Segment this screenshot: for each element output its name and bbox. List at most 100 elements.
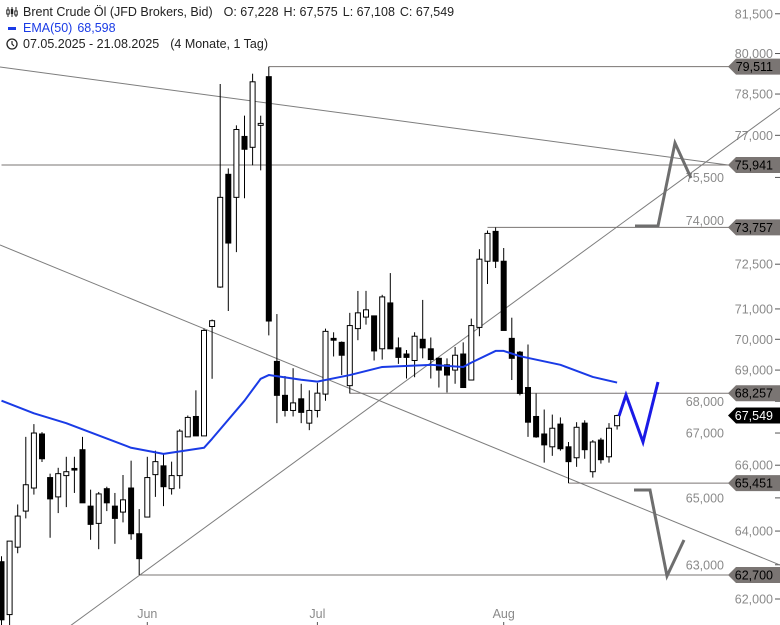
candle-body — [47, 477, 54, 500]
price-tag-label: 62,700 — [735, 568, 773, 582]
candle — [55, 467, 62, 514]
candle — [209, 319, 216, 379]
candle-body — [525, 387, 531, 423]
forecast-up-path — [635, 138, 693, 228]
candle-body — [427, 348, 434, 361]
level-price-tag: 73,757 — [728, 219, 780, 236]
candle — [533, 393, 540, 438]
price-tag-shape — [728, 566, 780, 583]
candle-body — [338, 341, 345, 356]
candle — [541, 409, 548, 463]
candle — [63, 456, 70, 508]
y-tick-label: 74,000 — [686, 214, 724, 228]
candle — [557, 417, 564, 451]
candle-body — [476, 258, 483, 328]
candle — [314, 382, 321, 418]
candle-body — [395, 347, 402, 358]
candle — [249, 73, 256, 166]
candle — [516, 350, 523, 396]
candle — [233, 125, 240, 253]
candle-body — [435, 357, 442, 371]
candle-body — [298, 398, 305, 413]
candle — [136, 509, 143, 575]
candle-body — [306, 409, 313, 424]
candle-body — [152, 461, 159, 476]
price-tag-label: 79,511 — [736, 60, 773, 74]
candle — [22, 436, 29, 519]
candle — [500, 248, 507, 331]
candle-body — [79, 449, 86, 504]
candle-body — [136, 533, 143, 560]
candle-body — [201, 329, 207, 437]
candle — [452, 346, 459, 384]
candle-body — [176, 430, 183, 477]
candle — [354, 290, 361, 341]
ema-value: 68,598 — [77, 21, 116, 35]
candle — [525, 344, 531, 437]
candle-body — [387, 302, 394, 350]
candle-body — [14, 515, 21, 548]
candle-body — [233, 128, 240, 198]
forecast-short-path — [617, 381, 660, 448]
candle — [257, 115, 264, 171]
candle — [176, 429, 183, 489]
price-tag-shape — [728, 385, 780, 402]
y-tick-label: 64,000 — [735, 525, 773, 539]
price-tag-label: 68,257 — [735, 387, 773, 401]
candle-body — [265, 76, 272, 322]
candle — [435, 357, 442, 388]
candle — [419, 299, 426, 359]
candle — [71, 456, 78, 493]
candle-body — [39, 433, 45, 460]
price-tag-shape — [728, 407, 780, 424]
candle — [14, 504, 21, 554]
candle-body — [217, 196, 224, 288]
level-price-tag: 68,257 — [728, 385, 780, 402]
candle — [589, 440, 596, 478]
candle — [128, 460, 135, 540]
candle-body — [168, 475, 175, 490]
candle — [168, 461, 175, 495]
candle-body — [192, 415, 199, 437]
candle — [241, 115, 248, 199]
candle — [87, 489, 94, 540]
last-price-tag: 67,549 — [728, 407, 780, 424]
candle-body — [516, 351, 523, 394]
candle — [282, 375, 288, 417]
candle-body — [354, 312, 361, 330]
candle-body — [614, 415, 621, 427]
candle-body — [63, 471, 70, 477]
candle-body — [209, 320, 216, 327]
candle-body — [573, 426, 580, 459]
candle-body — [87, 505, 94, 525]
x-tick-label: Jul — [309, 607, 325, 621]
candle — [111, 492, 118, 544]
candle — [338, 341, 345, 376]
candle — [120, 474, 126, 523]
candle — [581, 420, 588, 459]
candle-body — [30, 432, 37, 489]
y-tick-label: 65,000 — [686, 491, 724, 505]
candle — [444, 358, 450, 393]
candle-body — [71, 467, 78, 471]
y-tick-label: 80,000 — [735, 47, 773, 61]
candle-body — [120, 499, 126, 513]
candle-body — [6, 540, 13, 616]
date-range: 07.05.2025 - 21.08.2025 — [23, 37, 160, 51]
candle — [363, 290, 369, 325]
candle — [403, 350, 410, 379]
candle — [346, 312, 353, 394]
candle — [606, 423, 612, 463]
candle — [460, 342, 467, 389]
x-tick-label: Jun — [137, 607, 157, 621]
candle-body — [160, 465, 167, 488]
y-tick-label: 77,000 — [735, 129, 773, 143]
candle-body — [500, 260, 507, 331]
close-value: C: 67,549 — [399, 5, 455, 19]
candle-body — [144, 477, 151, 518]
candle-body — [241, 135, 248, 150]
candle-body — [282, 394, 288, 411]
candle-body — [257, 122, 264, 126]
candle — [476, 249, 483, 337]
